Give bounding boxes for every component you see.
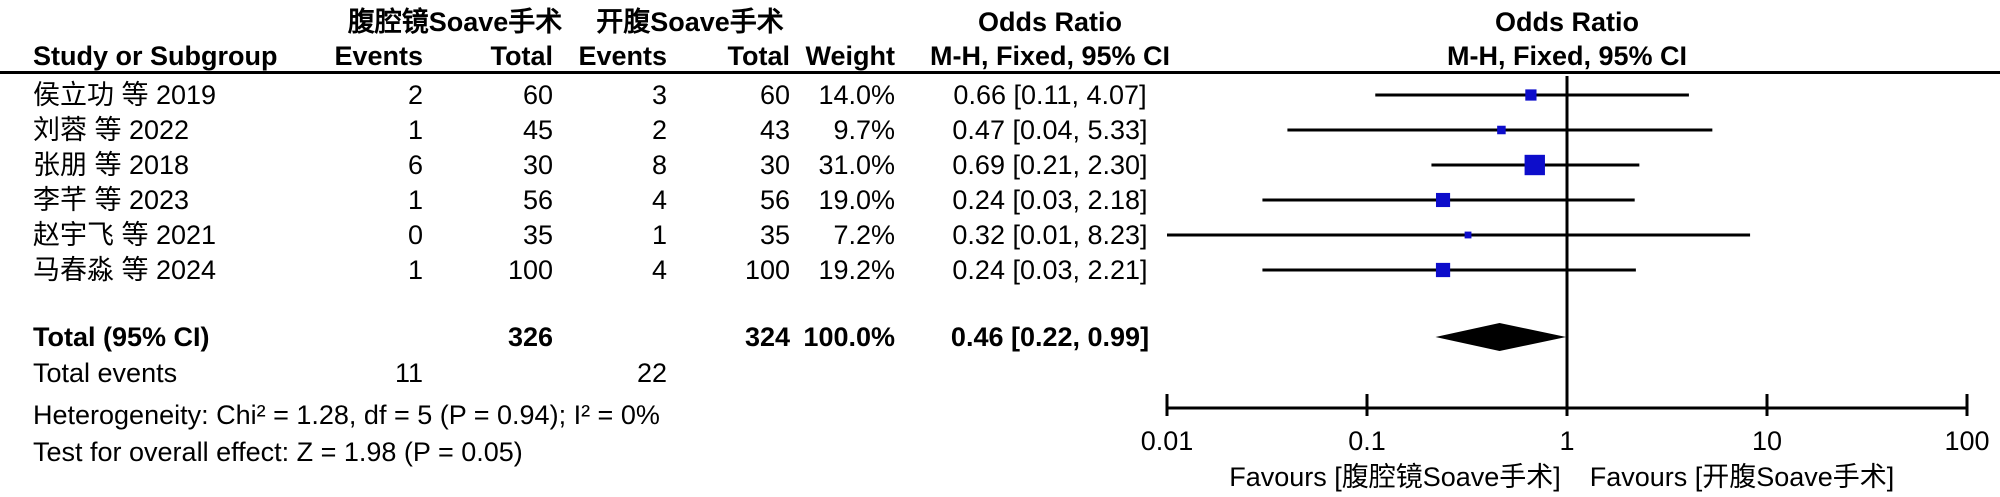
axis-tick-label: 0.1 xyxy=(1348,426,1386,456)
favours-right-label: Favours [开腹Soave手术] xyxy=(1590,462,1895,492)
col-header-method-plot-col: M-H, Fixed, 95% CI xyxy=(1446,41,1688,71)
ci-cell: 0.69 [0.21, 2.30] xyxy=(952,150,1148,180)
total-row: Total (95% CI) 326 324 100.0% 0.46 [0.22… xyxy=(0,320,1180,355)
table-row: 张朋 等 2018 6 30 8 30 31.0% 0.69 [0.21, 2.30] xyxy=(0,148,1180,183)
total1-cell: 45 xyxy=(522,115,553,145)
total2-cell: 35 xyxy=(759,220,790,250)
weight-square xyxy=(1464,231,1472,239)
col-header-events1: Events xyxy=(334,41,423,71)
favours-left-label: Favours [腹腔镜Soave手术] xyxy=(1229,462,1561,492)
total2-cell: 30 xyxy=(759,150,790,180)
weight-cell: 31.0% xyxy=(818,150,895,180)
or-header-text-col: Odds Ratio xyxy=(977,7,1122,37)
col-header-total1: Total xyxy=(490,41,554,71)
ci-cell: 0.24 [0.03, 2.21] xyxy=(952,255,1148,285)
total-weight: 100.0% xyxy=(803,322,895,352)
events2-cell: 8 xyxy=(651,150,667,180)
col-header-study: Study or Subgroup xyxy=(33,41,278,71)
events1-cell: 0 xyxy=(407,220,423,250)
total2-cell: 60 xyxy=(759,80,790,110)
heterogeneity-text: Heterogeneity: Chi² = 1.28, df = 5 (P = … xyxy=(33,400,660,430)
weight-square xyxy=(1497,125,1506,135)
events2-cell: 4 xyxy=(651,255,667,285)
events1-cell: 6 xyxy=(407,150,423,180)
study-name: 侯立功 等 2019 xyxy=(33,80,217,110)
overall-effect-text: Test for overall effect: Z = 1.98 (P = 0… xyxy=(33,437,523,467)
group2-header: 开腹Soave手术 xyxy=(596,7,784,37)
total-ci: 0.46 [0.22, 0.99] xyxy=(950,322,1150,352)
total-label: Total (95% CI) xyxy=(33,322,210,352)
total1-cell: 100 xyxy=(507,255,553,285)
events2-cell: 1 xyxy=(651,220,667,250)
weight-cell: 14.0% xyxy=(818,80,895,110)
axis-tick-label: 0.01 xyxy=(1141,426,1194,456)
weight-cell: 7.2% xyxy=(833,220,895,250)
study-name: 马春淼 等 2024 xyxy=(33,255,217,285)
summary-diamond xyxy=(1435,323,1567,351)
total-events-row: Total events 11 22 xyxy=(0,356,1180,391)
total2-cell: 43 xyxy=(759,115,790,145)
total-events-label: Total events xyxy=(33,358,178,388)
table-row: 赵宇飞 等 2021 0 35 1 35 7.2% 0.32 [0.01, 8.23] xyxy=(0,218,1180,253)
total-total2: 324 xyxy=(744,322,790,352)
total2-cell: 56 xyxy=(759,185,790,215)
ci-cell: 0.47 [0.04, 5.33] xyxy=(952,115,1148,145)
or-header-plot-col: Odds Ratio xyxy=(1494,7,1639,37)
events1-cell: 2 xyxy=(407,80,423,110)
weight-cell: 19.2% xyxy=(818,255,895,285)
events2-cell: 3 xyxy=(651,80,667,110)
total-total1: 326 xyxy=(507,322,553,352)
study-name: 李芊 等 2023 xyxy=(33,185,190,215)
weight-square xyxy=(1524,154,1545,176)
table-row: 马春淼 等 2024 1 100 4 100 19.2% 0.24 [0.03, 2.21] xyxy=(0,253,1180,288)
total-events2: 22 xyxy=(636,358,667,388)
ci-cell: 0.32 [0.01, 8.23] xyxy=(952,220,1148,250)
weight-square xyxy=(1435,192,1451,208)
study-name: 刘蓉 等 2022 xyxy=(33,115,190,145)
col-header-method-text-col: M-H, Fixed, 95% CI xyxy=(929,41,1171,71)
total1-cell: 30 xyxy=(522,150,553,180)
weight-cell: 19.0% xyxy=(818,185,895,215)
col-header-events2: Events xyxy=(578,41,667,71)
events1-cell: 1 xyxy=(407,255,423,285)
col-header-total2: Total xyxy=(727,41,791,71)
total1-cell: 35 xyxy=(522,220,553,250)
events2-cell: 4 xyxy=(651,185,667,215)
weight-cell: 9.7% xyxy=(833,115,895,145)
events2-cell: 2 xyxy=(651,115,667,145)
study-name: 张朋 等 2018 xyxy=(33,150,190,180)
axis-tick-label: 100 xyxy=(1944,426,1989,456)
total1-cell: 56 xyxy=(522,185,553,215)
study-name: 赵宇飞 等 2021 xyxy=(33,220,217,250)
total1-cell: 60 xyxy=(522,80,553,110)
table-row: 侯立功 等 2019 2 60 3 60 14.0% 0.66 [0.11, 4.07] xyxy=(0,78,1180,113)
events1-cell: 1 xyxy=(407,115,423,145)
table-row: 刘蓉 等 2022 1 45 2 43 9.7% 0.47 [0.04, 5.33] xyxy=(0,113,1180,148)
table-row: 李芊 等 2023 1 56 4 56 19.0% 0.24 [0.03, 2.18] xyxy=(0,183,1180,218)
axis-tick-label: 1 xyxy=(1559,426,1574,456)
ci-cell: 0.24 [0.03, 2.18] xyxy=(952,185,1148,215)
header-rule xyxy=(0,71,2000,74)
ci-cell: 0.66 [0.11, 4.07] xyxy=(953,80,1147,110)
total-events1: 11 xyxy=(394,358,423,388)
weight-square xyxy=(1435,262,1451,278)
col-header-weight: Weight xyxy=(805,41,896,71)
weight-square xyxy=(1525,89,1537,101)
total2-cell: 100 xyxy=(744,255,790,285)
events1-cell: 1 xyxy=(407,185,423,215)
group1-header: 腹腔镜Soave手术 xyxy=(347,7,563,37)
axis-tick-label: 10 xyxy=(1752,426,1782,456)
